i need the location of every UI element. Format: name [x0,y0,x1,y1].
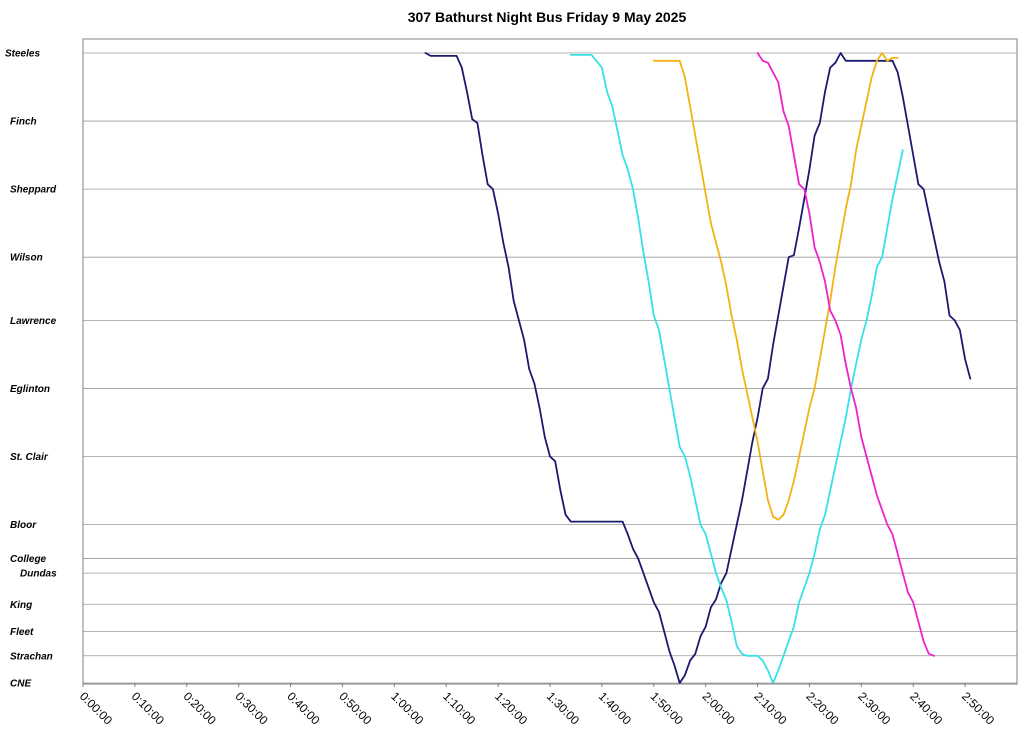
stop-label: Finch [10,117,37,128]
stop-label: Wilson [10,253,43,264]
x-tick-label: 1:00:00 [388,689,426,727]
stop-label: Strachan [10,651,53,662]
chart-title: 307 Bathurst Night Bus Friday 9 May 2025 [408,9,687,25]
x-tick-label: 1:10:00 [440,689,478,727]
stop-label: Lawrence [10,316,57,327]
stop-grid [83,52,1017,684]
x-tick-label: 0:50:00 [336,689,374,727]
x-tick-label: 0:00:00 [77,689,115,727]
trip-line-4 [756,52,935,657]
x-tick-label: 2:20:00 [803,689,841,727]
stop-label: Bloor [10,520,37,531]
time-axis: 0:00:00 0:10:00 0:20:00 0:30:00 0:40:00 0:50:… [77,683,997,728]
stop-label: Steeles [5,49,40,60]
trip-line-1 [424,52,972,684]
x-tick-label: 1:40:00 [596,689,634,727]
x-tick-label: 2:00:00 [700,689,738,727]
x-tick-label: 0:30:00 [233,689,271,727]
stop-axis: Steeles Finch Sheppard Wilson Lawrence Eglint… [5,49,57,690]
plot-frame [82,38,1018,685]
x-tick-label: 2:30:00 [855,689,893,727]
x-tick-label: 0:40:00 [284,689,322,727]
trip-line-2 [569,54,904,684]
x-tick-label: 2:50:00 [959,689,997,727]
trip-lines [424,52,972,684]
stop-label: St. Clair [10,452,49,463]
stop-label: King [10,600,32,611]
stop-label: Sheppard [10,185,57,196]
x-tick-label: 1:20:00 [492,689,530,727]
stop-label: College [10,554,47,565]
trip-line-3 [652,52,899,521]
x-tick-label: 2:10:00 [751,689,789,727]
stop-label: CNE [10,679,31,690]
x-tick-label: 1:50:00 [648,689,686,727]
stop-label: Fleet [10,627,34,638]
stop-label: Dundas [20,569,57,580]
x-tick-label: 2:40:00 [907,689,945,727]
x-tick-label: 1:30:00 [544,689,582,727]
x-tick-label: 0:10:00 [129,689,167,727]
x-tick-label: 0:20:00 [181,689,219,727]
stop-label: Eglinton [10,384,50,395]
